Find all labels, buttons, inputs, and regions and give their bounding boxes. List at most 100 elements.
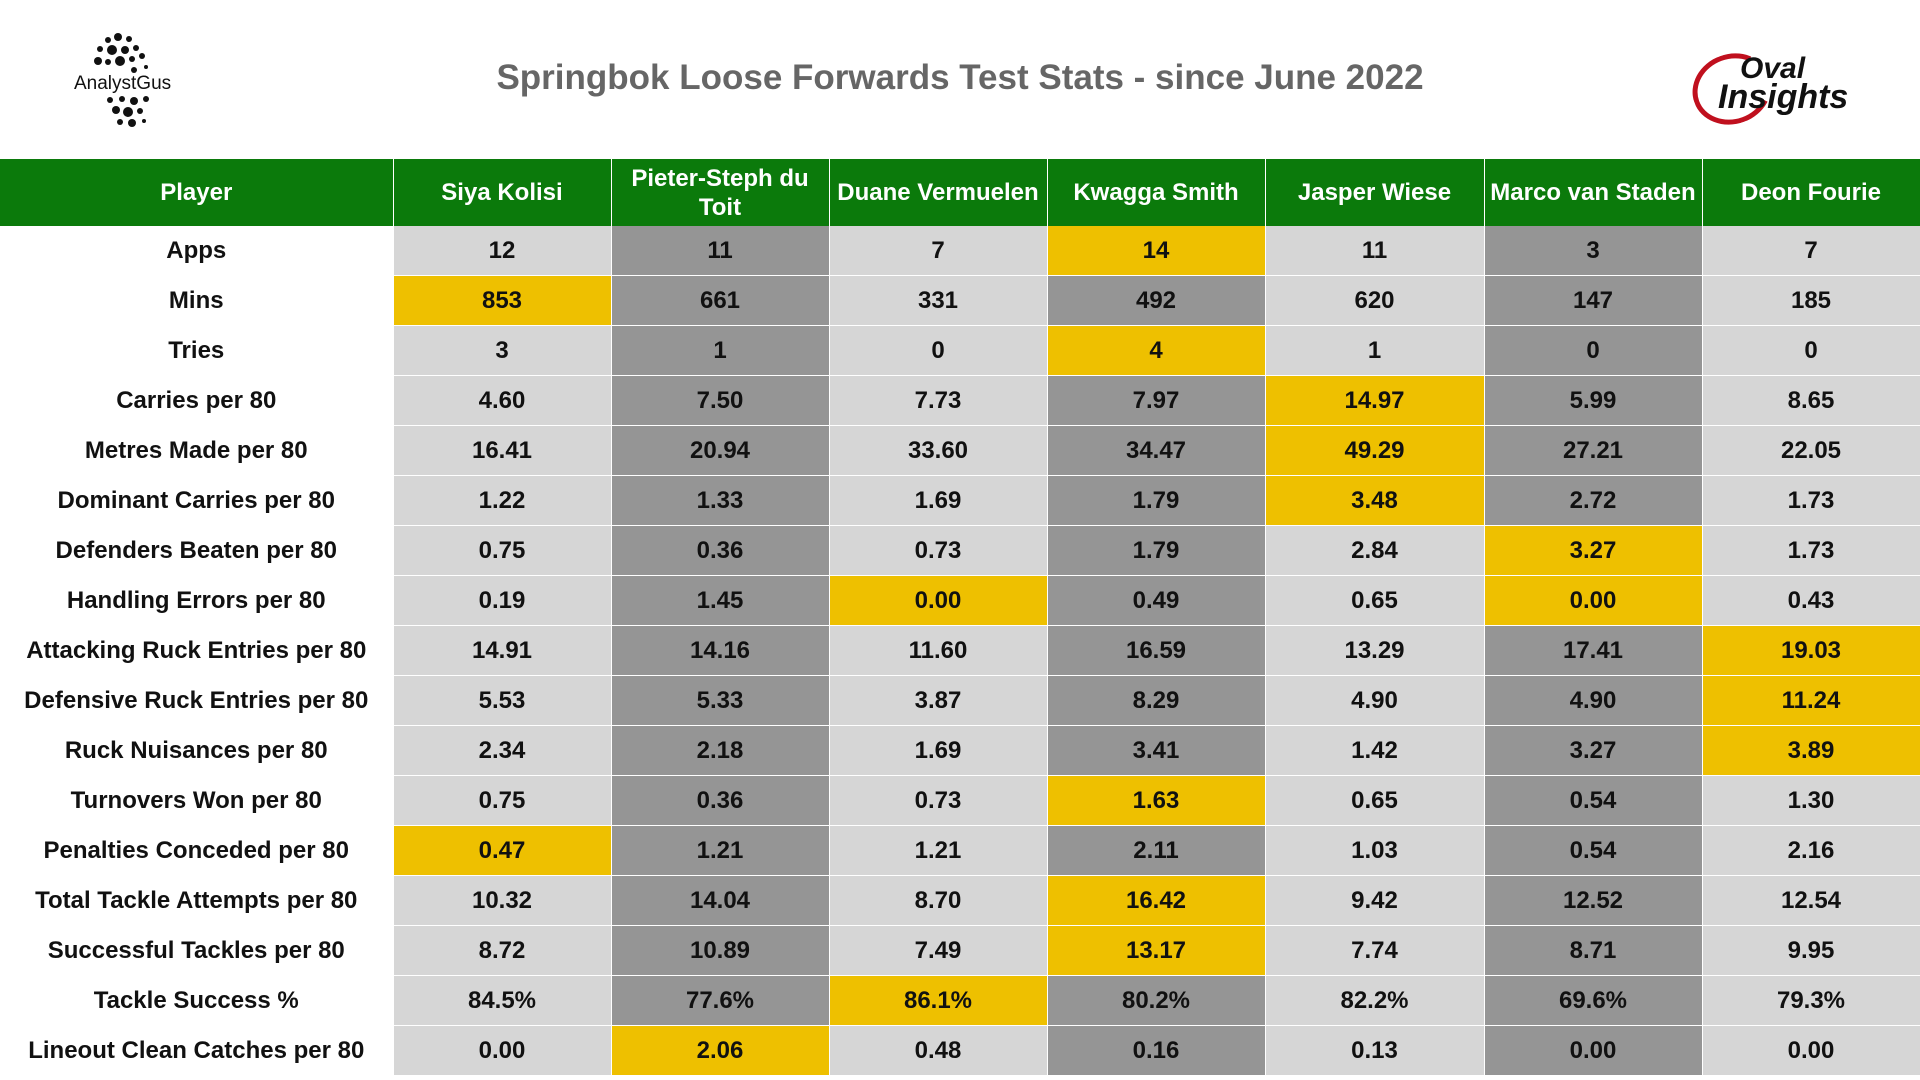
header: AnalystGus Springbok Loose Forwards Test…	[0, 0, 1920, 159]
row-label: Tries	[0, 325, 394, 376]
value-cell-highlighted: 853	[393, 275, 612, 326]
value-cell: 84.5%	[393, 975, 612, 1026]
row-label: Successful Tackles per 80	[0, 925, 394, 976]
value-cell: 1.69	[829, 725, 1048, 776]
value-cell: 0.65	[1265, 775, 1485, 826]
column-header-jasper-wiese: Jasper Wiese	[1265, 159, 1485, 226]
value-cell-highlighted: 49.29	[1265, 425, 1485, 476]
value-cell: 0	[829, 325, 1048, 376]
table-row: Successful Tackles per 80 8.72 10.89 7.49 13…	[0, 925, 1920, 976]
value-cell: 8.71	[1484, 925, 1703, 976]
value-cell: 0.73	[829, 775, 1048, 826]
value-cell: 22.05	[1702, 425, 1920, 476]
value-cell: 14.04	[611, 875, 830, 926]
value-cell: 7	[1702, 226, 1920, 276]
value-cell: 9.42	[1265, 875, 1485, 926]
value-cell: 9.95	[1702, 925, 1920, 976]
table-row: Tries 3 1 0 4 1 0 0	[0, 325, 1920, 376]
row-label: Turnovers Won per 80	[0, 775, 394, 826]
table-row: Apps 12 11 7 14 11 3 7	[0, 226, 1920, 276]
value-cell: 0.65	[1265, 575, 1485, 626]
row-label: Total Tackle Attempts per 80	[0, 875, 394, 926]
table-row: Mins 853 661 331 492 620 147 185	[0, 275, 1920, 326]
value-cell: 4.60	[393, 375, 612, 426]
value-cell: 5.53	[393, 675, 612, 726]
value-cell: 12.54	[1702, 875, 1920, 926]
value-cell: 3.27	[1484, 725, 1703, 776]
value-cell: 1.45	[611, 575, 830, 626]
value-cell: 2.84	[1265, 525, 1485, 576]
value-cell: 7.74	[1265, 925, 1485, 976]
table-row: Total Tackle Attempts per 80 10.32 14.04 8.…	[0, 875, 1920, 926]
value-cell: 1.21	[829, 825, 1048, 876]
value-cell: 8.65	[1702, 375, 1920, 426]
value-cell: 0.36	[611, 525, 830, 576]
value-cell-highlighted: 4	[1047, 325, 1266, 376]
row-label: Lineout Clean Catches per 80	[0, 1025, 394, 1076]
row-label: Defenders Beaten per 80	[0, 525, 394, 576]
value-cell: 0.73	[829, 525, 1048, 576]
value-cell: 1	[1265, 325, 1485, 376]
value-cell: 14.91	[393, 625, 612, 676]
table-row: Metres Made per 80 16.41 20.94 33.60 34.47 49…	[0, 425, 1920, 476]
chart-title: Springbok Loose Forwards Test Stats - si…	[496, 58, 1424, 97]
row-label: Dominant Carries per 80	[0, 475, 394, 526]
value-cell: 3.41	[1047, 725, 1266, 776]
table-row: Ruck Nuisances per 80 2.34 2.18 1.69 3.41 1.4…	[0, 725, 1920, 776]
row-label: Metres Made per 80	[0, 425, 394, 476]
analystgus-logo: AnalystGus	[70, 30, 190, 135]
value-cell: 0.54	[1484, 825, 1703, 876]
value-cell: 82.2%	[1265, 975, 1485, 1026]
value-cell: 1.21	[611, 825, 830, 876]
value-cell: 14.16	[611, 625, 830, 676]
value-cell: 4.90	[1265, 675, 1485, 726]
stats-table: Player Siya Kolisi Pieter-Steph du Toit Dua…	[0, 159, 1920, 1076]
column-header-deon-fourie: Deon Fourie	[1702, 159, 1920, 226]
value-cell: 7.50	[611, 375, 830, 426]
value-cell-highlighted: 3.89	[1702, 725, 1920, 776]
row-label: Defensive Ruck Entries per 80	[0, 675, 394, 726]
value-cell: 69.6%	[1484, 975, 1703, 1026]
value-cell-highlighted: 14	[1047, 226, 1266, 276]
value-cell: 33.60	[829, 425, 1048, 476]
value-cell: 0.48	[829, 1025, 1048, 1076]
value-cell: 34.47	[1047, 425, 1266, 476]
value-cell: 8.29	[1047, 675, 1266, 726]
value-cell: 7.97	[1047, 375, 1266, 426]
column-header-siya-kolisi: Siya Kolisi	[393, 159, 612, 226]
column-header-marco-van-staden: Marco van Staden	[1484, 159, 1703, 226]
value-cell: 2.11	[1047, 825, 1266, 876]
value-cell: 0	[1484, 325, 1703, 376]
value-cell-highlighted: 13.17	[1047, 925, 1266, 976]
value-cell: 2.34	[393, 725, 612, 776]
value-cell: 661	[611, 275, 830, 326]
value-cell: 1.33	[611, 475, 830, 526]
oval-insights-logo: Oval Insights	[1682, 42, 1888, 136]
value-cell: 4.90	[1484, 675, 1703, 726]
value-cell-highlighted: 19.03	[1702, 625, 1920, 676]
value-cell: 1	[611, 325, 830, 376]
row-label: Carries per 80	[0, 375, 394, 426]
value-cell: 10.89	[611, 925, 830, 976]
oval-insights-word-2: Insights	[1718, 78, 1849, 116]
table-row: Carries per 80 4.60 7.50 7.73 7.97 14.97 5.99 8…	[0, 375, 1920, 426]
value-cell: 12.52	[1484, 875, 1703, 926]
value-cell: 0	[1702, 325, 1920, 376]
value-cell: 8.72	[393, 925, 612, 976]
table-row: Penalties Conceded per 80 0.47 1.21 1.21 2.1…	[0, 825, 1920, 876]
table-row: Dominant Carries per 80 1.22 1.33 1.69 1.79 3…	[0, 475, 1920, 526]
value-cell-highlighted: 11.24	[1702, 675, 1920, 726]
value-cell: 185	[1702, 275, 1920, 326]
table-row: Tackle Success % 84.5% 77.6% 86.1% 80.2% 82.2…	[0, 975, 1920, 1026]
value-cell: 1.22	[393, 475, 612, 526]
value-cell: 1.73	[1702, 475, 1920, 526]
row-label: Handling Errors per 80	[0, 575, 394, 626]
value-cell-highlighted: 2.06	[611, 1025, 830, 1076]
value-cell: 1.42	[1265, 725, 1485, 776]
value-cell: 2.18	[611, 725, 830, 776]
row-label: Mins	[0, 275, 394, 326]
value-cell: 7	[829, 226, 1048, 276]
value-cell-highlighted: 0.47	[393, 825, 612, 876]
value-cell: 0.00	[1702, 1025, 1920, 1076]
value-cell: 1.03	[1265, 825, 1485, 876]
